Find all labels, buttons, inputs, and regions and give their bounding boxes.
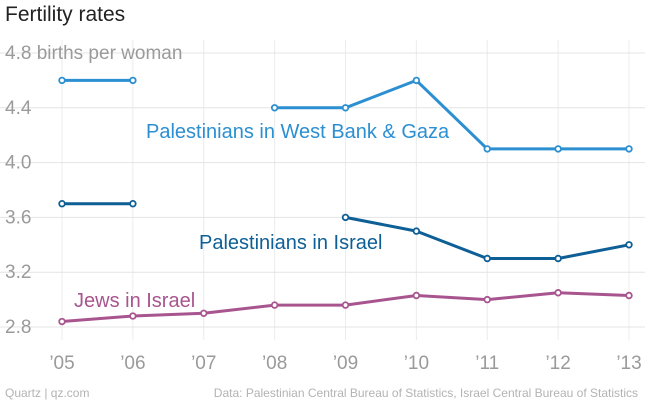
- data-point: [625, 291, 633, 300]
- data-point: [483, 254, 491, 263]
- data-point: [554, 289, 562, 297]
- y-tick-label: 3.2: [5, 262, 31, 283]
- data-point: [200, 309, 208, 317]
- x-tick-label: ’05: [49, 353, 74, 374]
- y-tick-label: 4.0: [5, 153, 31, 174]
- data-point: [270, 301, 279, 309]
- x-tick-label: ’07: [191, 353, 216, 374]
- x-tick-label: ’11: [475, 353, 499, 374]
- y-tick-label: 4.8 births per woman: [5, 43, 182, 64]
- data-point: [58, 199, 66, 208]
- source-credit: Quartz | qz.com: [5, 386, 90, 400]
- data-source-note: Data: Palestinian Central Bureau of Stat…: [213, 386, 638, 400]
- y-tick-label: 2.8: [5, 317, 31, 338]
- x-tick-label: ’13: [616, 353, 641, 374]
- x-tick-label: ’12: [545, 353, 570, 374]
- data-point: [129, 76, 137, 85]
- x-tick-label: ’08: [262, 353, 287, 374]
- data-point: [341, 213, 350, 222]
- chart-title: Fertility rates: [5, 3, 126, 26]
- data-point: [412, 76, 421, 85]
- data-point: [554, 254, 562, 263]
- data-point: [341, 104, 350, 112]
- y-tick-label: 4.4: [5, 98, 32, 119]
- data-point: [625, 145, 633, 153]
- series-label: Palestinians in Israel: [199, 232, 382, 254]
- x-tick-label: ’10: [404, 353, 429, 374]
- data-point: [483, 295, 491, 304]
- x-tick-label: ’09: [333, 353, 358, 374]
- data-point: [625, 241, 633, 249]
- data-point: [129, 199, 137, 208]
- series-label: Palestinians in West Bank & Gaza: [146, 121, 450, 143]
- series-line: [274, 78, 629, 151]
- data-point: [341, 301, 350, 309]
- data-point: [270, 104, 279, 112]
- data-point: [412, 291, 421, 300]
- data-point: [58, 317, 66, 326]
- data-point: [129, 312, 137, 320]
- y-tick-label: 3.6: [5, 207, 31, 228]
- data-point: [554, 145, 562, 153]
- data-point: [483, 145, 491, 153]
- x-tick-label: ’06: [120, 353, 145, 374]
- data-point: [412, 227, 421, 235]
- data-point: [58, 76, 66, 85]
- series-label: Jews in Israel: [74, 290, 195, 312]
